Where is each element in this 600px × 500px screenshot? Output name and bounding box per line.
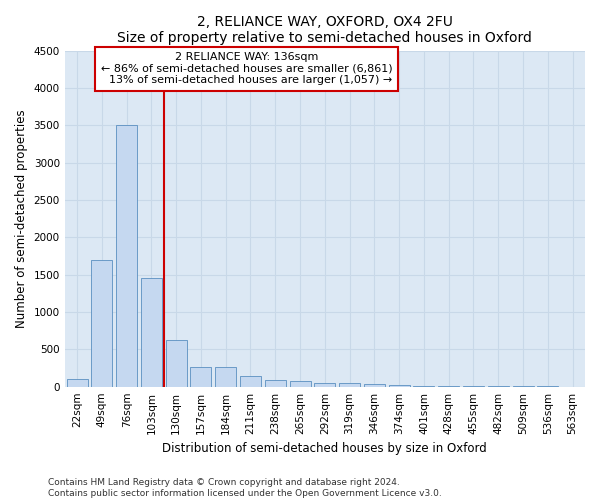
Bar	[265, 380, 286, 386]
Bar	[364, 384, 385, 386]
Bar	[190, 367, 211, 386]
Bar	[389, 385, 410, 386]
Text: Contains HM Land Registry data © Crown copyright and database right 2024.
Contai: Contains HM Land Registry data © Crown c…	[48, 478, 442, 498]
Text: 2 RELIANCE WAY: 136sqm
← 86% of semi-detached houses are smaller (6,861)
  13% o: 2 RELIANCE WAY: 136sqm ← 86% of semi-det…	[101, 52, 392, 86]
Bar	[215, 367, 236, 386]
Bar	[339, 384, 360, 386]
X-axis label: Distribution of semi-detached houses by size in Oxford: Distribution of semi-detached houses by …	[163, 442, 487, 455]
Bar	[166, 340, 187, 386]
Bar	[67, 379, 88, 386]
Bar	[240, 376, 261, 386]
Bar	[116, 125, 137, 386]
Bar	[141, 278, 162, 386]
Bar	[290, 380, 311, 386]
Y-axis label: Number of semi-detached properties: Number of semi-detached properties	[15, 110, 28, 328]
Bar	[314, 382, 335, 386]
Title: 2, RELIANCE WAY, OXFORD, OX4 2FU
Size of property relative to semi-detached hous: 2, RELIANCE WAY, OXFORD, OX4 2FU Size of…	[118, 15, 532, 45]
Bar	[91, 260, 112, 386]
